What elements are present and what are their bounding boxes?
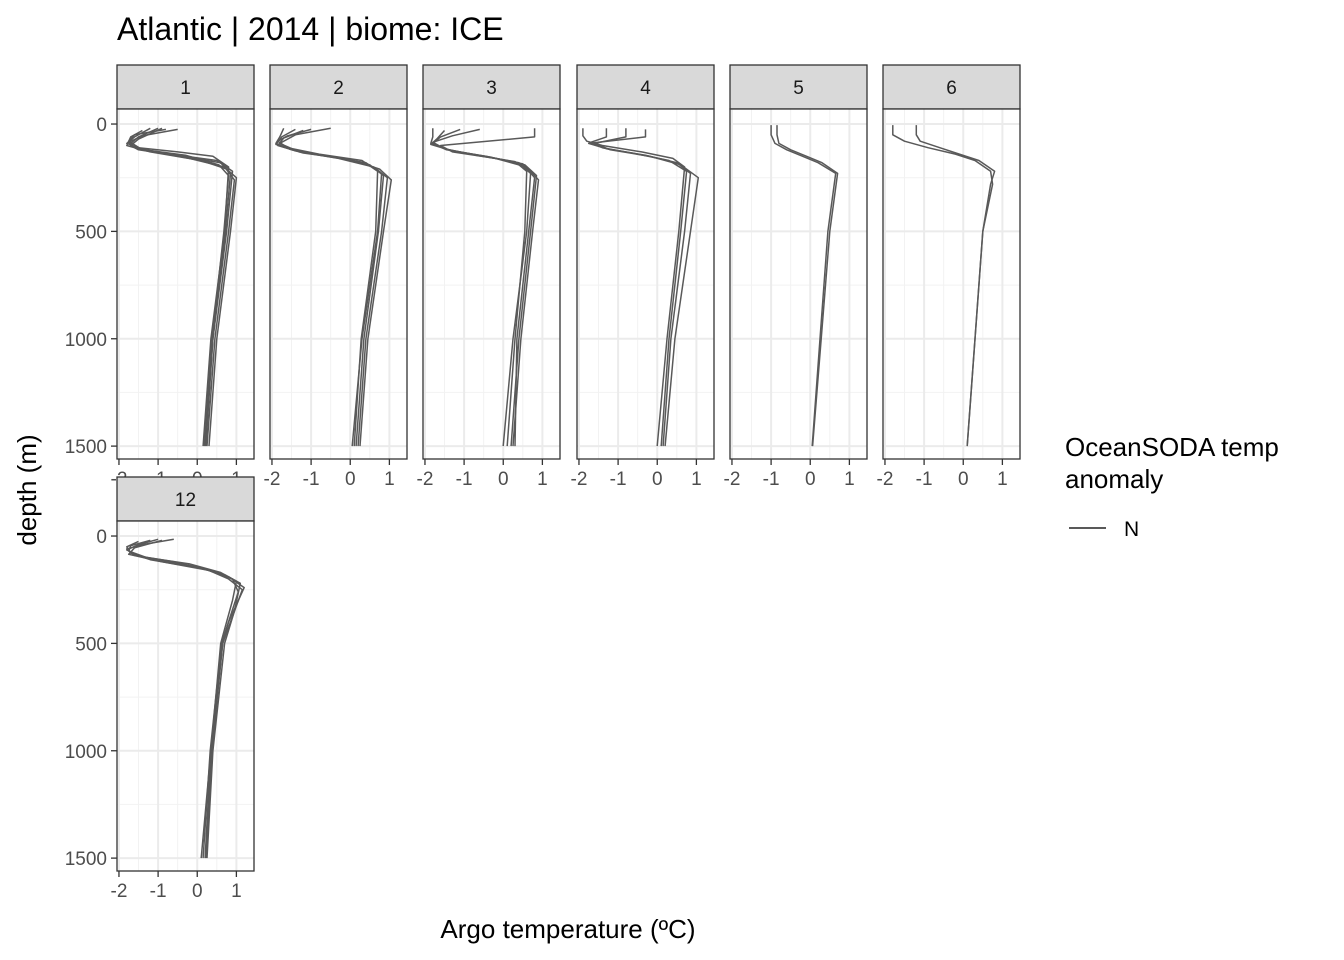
- legend-entry-label: N: [1124, 518, 1139, 541]
- y-tick-label: 1000: [65, 742, 107, 763]
- panel-border: [116, 108, 255, 460]
- profile-line: [587, 129, 692, 447]
- x-tick-label: -2: [264, 469, 281, 490]
- panel-border: [116, 520, 255, 872]
- facet-strip-label: 3: [486, 78, 497, 99]
- profile-line: [127, 128, 230, 447]
- profile-line: [127, 539, 240, 859]
- facet-panel-4: 4 -2 -1 0 1: [571, 64, 715, 490]
- profile-line: [126, 538, 242, 859]
- profile-line: [776, 125, 839, 447]
- facet-panels: 1-2-1010500100015002-2-1013-2-1014-2-101…: [65, 64, 1021, 902]
- x-axis-title: Argo temperature (ºC): [440, 914, 695, 944]
- plot-background: [883, 109, 1020, 459]
- x-tick-label: 0: [958, 469, 969, 490]
- plot-background: [423, 109, 560, 459]
- panel-border: [729, 108, 868, 460]
- plot-background: [117, 521, 254, 871]
- legend-title-line-2: anomaly: [1065, 464, 1163, 494]
- profile-line: [582, 128, 686, 447]
- x-tick-label: 1: [384, 469, 395, 490]
- facet-strip: [269, 64, 408, 110]
- profile-line: [279, 127, 389, 447]
- facet-strip-label: 5: [793, 78, 804, 99]
- x-tick-label: 0: [805, 469, 816, 490]
- x-tick-label: -1: [303, 469, 320, 490]
- x-tick-label: -1: [763, 469, 780, 490]
- facet-strip: [729, 64, 868, 110]
- y-tick-label: 0: [96, 527, 107, 548]
- y-tick-label: 0: [96, 115, 107, 136]
- legend: OceanSODA temp anomaly N: [1065, 432, 1279, 541]
- facet-panel-6: 6 -2 -1 0 1: [877, 64, 1021, 490]
- facet-strip-label: 1: [180, 78, 191, 99]
- facet-strip-label: 6: [946, 78, 957, 99]
- panel-border: [422, 108, 561, 460]
- x-tick-label: -2: [877, 469, 894, 490]
- x-tick-label: -1: [456, 469, 473, 490]
- x-tick-label: 0: [345, 469, 356, 490]
- facet-strip-label: 12: [175, 490, 196, 511]
- x-tick-label: 1: [691, 469, 702, 490]
- facet-strip: [576, 64, 715, 110]
- x-tick-label: 1: [997, 469, 1008, 490]
- facet-strip: [116, 64, 255, 110]
- panel-border: [882, 108, 1021, 460]
- y-axis-title: depth (m): [12, 434, 42, 545]
- plot-background: [730, 109, 867, 459]
- profile-line: [915, 125, 996, 447]
- x-tick-label: -2: [417, 469, 434, 490]
- x-tick-label: 0: [192, 881, 203, 902]
- x-tick-label: -2: [571, 469, 588, 490]
- facet-strip: [422, 64, 561, 110]
- y-tick-label: 500: [75, 634, 107, 655]
- x-tick-label: -2: [111, 881, 128, 902]
- legend-title-line-1: OceanSODA temp: [1065, 432, 1279, 462]
- profile-line: [770, 125, 837, 447]
- x-tick-label: 1: [844, 469, 855, 490]
- y-tick-label: 1500: [65, 849, 107, 870]
- plot-background: [117, 109, 254, 459]
- facet-panel-2: 2 -2 -1 0 1: [264, 64, 408, 490]
- facet-strip-label: 2: [333, 78, 344, 99]
- x-tick-label: 1: [537, 469, 548, 490]
- x-tick-label: -1: [610, 469, 627, 490]
- facet-panel-3: 3 -2 -1 0 1: [417, 64, 561, 490]
- x-tick-label: -1: [916, 469, 933, 490]
- chart-title: Atlantic | 2014 | biome: ICE: [117, 11, 504, 47]
- plot-background: [270, 109, 407, 459]
- profile-line: [126, 129, 238, 447]
- x-tick-label: 0: [652, 469, 663, 490]
- facet-panel-5: 5 -2 -1 0 1: [724, 64, 868, 490]
- panel-border: [269, 108, 408, 460]
- facet-panel-12: 12 -2 -1 0 1 0 500 1000 1500: [65, 476, 255, 902]
- panel-border: [576, 108, 715, 460]
- x-tick-label: -2: [724, 469, 741, 490]
- profile-line: [432, 128, 536, 447]
- y-tick-label: 500: [75, 222, 107, 243]
- facet-strip-label: 4: [640, 78, 651, 99]
- y-tick-label: 1500: [65, 437, 107, 458]
- plot-background: [577, 109, 714, 459]
- profile-line: [439, 128, 540, 447]
- profile-line: [275, 128, 385, 447]
- y-tick-label: 1000: [65, 330, 107, 351]
- x-tick-label: -1: [150, 881, 167, 902]
- x-tick-label: 0: [498, 469, 509, 490]
- x-tick-label: 1: [231, 881, 242, 902]
- facet-strip: [116, 476, 255, 522]
